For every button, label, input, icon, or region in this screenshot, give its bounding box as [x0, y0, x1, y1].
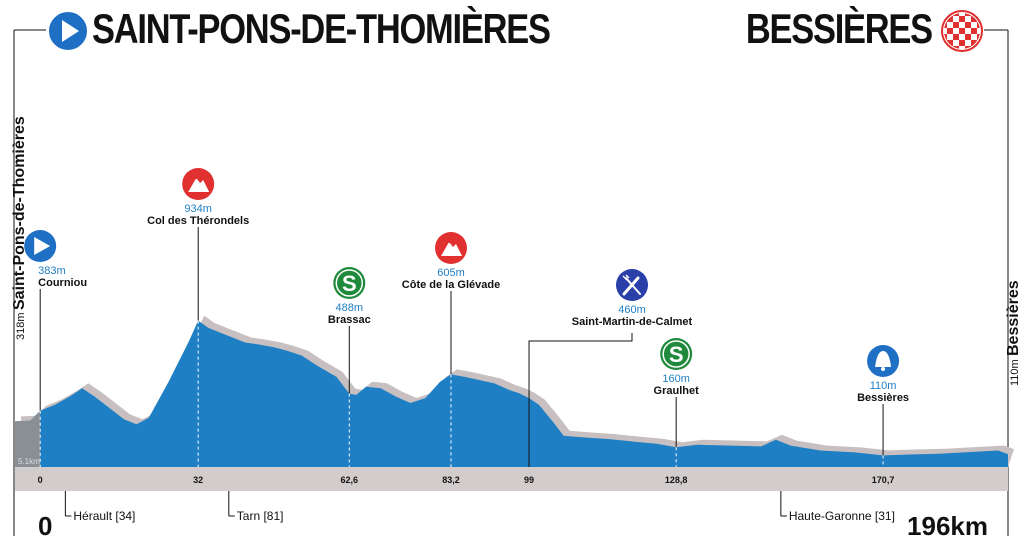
km-marker-label: 32: [193, 475, 203, 485]
finish-side-label: 110m Bessières: [1005, 280, 1022, 386]
point-name: Côte de la Glévade: [402, 279, 500, 291]
climb-cat3-icon: 3: [435, 232, 468, 264]
feed-zone-icon: [616, 269, 648, 301]
profile-area: [15, 320, 1008, 467]
neutral-zone-area: [15, 410, 41, 467]
point-name: Courniou: [38, 277, 87, 289]
point-name: Graulhet: [654, 385, 700, 397]
department-label: Hérault [34]: [73, 509, 135, 523]
sprint-icon: S: [333, 267, 366, 299]
point-altitude: 605m: [437, 267, 465, 279]
km-marker-label: 0: [38, 475, 43, 485]
point-altitude: 160m: [662, 373, 690, 385]
start-distance-zero: 0: [38, 511, 52, 541]
finish-town-title: BESSIÈRES: [745, 5, 933, 52]
km-marker-label: 99: [524, 475, 534, 485]
point-name: Bessières: [857, 392, 909, 404]
start-title-icon: [46, 9, 90, 58]
point-altitude: 110m: [870, 380, 897, 392]
department-label: Tarn [81]: [237, 509, 284, 523]
point-name: Saint-Martin-de-Calmet: [572, 316, 693, 328]
svg-text:S: S: [342, 271, 357, 296]
finish-side-altitude: 110m: [1009, 359, 1021, 386]
finish-side-name: Bessières: [1005, 280, 1022, 356]
km-marker-label: 128,8: [665, 475, 688, 485]
bell-icon: [867, 345, 900, 377]
baseline-band: [15, 467, 1008, 491]
point-name: Brassac: [328, 314, 371, 326]
point-altitude: 460m: [618, 304, 646, 316]
total-distance: 196km: [907, 511, 988, 541]
km-marker-label: 83,2: [442, 475, 460, 485]
km-labels: 0 32 62,6 83,2 99 128,8 170,7: [38, 475, 895, 485]
start-town-title: SAINT-PONS-DE-THOMIÈRES: [92, 5, 551, 52]
finish-title-icon: [940, 9, 984, 58]
point-name: Col des Thérondels: [147, 215, 249, 227]
svg-text:3: 3: [447, 236, 452, 245]
point-altitude: 383m: [38, 265, 66, 277]
start-side-label: 318m Saint-Pons-de-Thomières: [11, 116, 28, 340]
neutral-distance-label: 5.1km: [18, 457, 40, 466]
point-altitude: 934m: [184, 203, 212, 215]
climb-cat2-icon: 2: [182, 168, 215, 200]
sprint-icon: S: [660, 338, 693, 370]
start-icon: [24, 230, 57, 262]
svg-text:S: S: [669, 342, 684, 367]
start-side-name: Saint-Pons-de-Thomières: [11, 116, 28, 310]
km-marker-label: 170,7: [872, 475, 895, 485]
department-label: Haute-Garonne [31]: [789, 509, 895, 523]
marker-leader-line: [528, 333, 633, 467]
km-marker-label: 62,6: [341, 475, 359, 485]
svg-text:2: 2: [194, 172, 199, 181]
point-altitude: 488m: [336, 302, 364, 314]
start-side-altitude: 318m: [15, 312, 27, 340]
departments-layer: Hérault [34] Tarn [81] Haute-Garonne [31]: [64, 491, 895, 523]
